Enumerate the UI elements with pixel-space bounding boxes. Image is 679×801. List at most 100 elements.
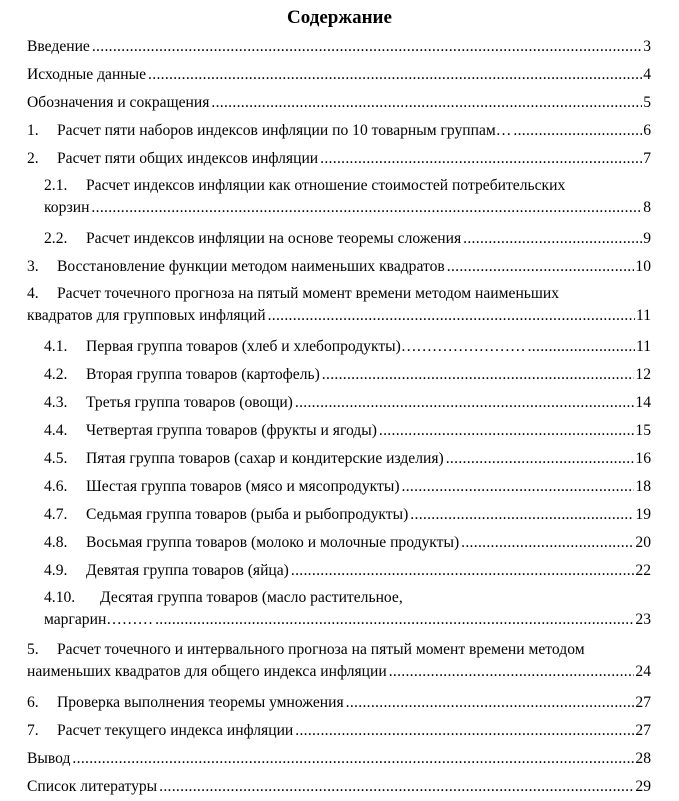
toc-entry-title: Восьмая группа товаров (молоко и молочны… xyxy=(86,534,460,551)
toc-entry[interactable]: 1. Расчет пяти наборов индексов инфляции … xyxy=(27,117,651,145)
toc-entry[interactable]: 4.8. Восьмая группа товаров (молоко и мол… xyxy=(27,529,651,557)
toc-entry[interactable]: 5. Расчет точечного и интервального прогн… xyxy=(27,637,651,689)
toc-entry[interactable]: 4.1. Первая группа товаров (хлеб и хлебоп… xyxy=(27,333,651,361)
toc-entry-page[interactable]: 28 xyxy=(635,750,651,767)
toc-entry-page[interactable]: 23 xyxy=(635,611,651,628)
toc-entry-title: Расчет текущего индекса инфляции xyxy=(57,722,294,739)
toc-entry-number: 4.4. xyxy=(44,422,68,439)
toc-entry-line: Введение 3 xyxy=(27,33,651,61)
toc-entry[interactable]: 7. Расчет текущего индекса инфляции 27 xyxy=(27,717,651,745)
dot-leader xyxy=(444,445,635,473)
toc-entry-line: 6. Проверка выполнения теоремы умножения 2… xyxy=(27,689,651,717)
toc-entry[interactable]: 2.1. Расчет индексов инфляции как отношен… xyxy=(27,173,651,225)
toc-entry-line: 2. Расчет пяти общих индексов инфляции 7 xyxy=(27,145,651,173)
toc-entry-title: Первая группа товаров (хлеб и хлебопроду… xyxy=(86,338,526,355)
dot-leader xyxy=(461,225,638,253)
toc-entry-page[interactable]: 12 xyxy=(635,366,651,383)
toc-entry[interactable]: 6. Проверка выполнения теоремы умножения 2… xyxy=(27,689,651,717)
toc-entry-page[interactable]: 29 xyxy=(635,778,651,795)
toc-entry[interactable]: Исходные данные 4 xyxy=(27,61,651,89)
toc-entry-page[interactable]: 3 xyxy=(643,38,651,55)
toc-entry-page[interactable]: 5 xyxy=(643,94,651,111)
dot-leader xyxy=(344,689,635,717)
toc-entry-page[interactable]: 27 xyxy=(635,722,651,739)
toc-entry-number: 4.10. xyxy=(44,589,76,606)
toc-entry-line: 4.10. Десятая группа товаров (масло расти… xyxy=(44,585,651,609)
toc-entry-page[interactable]: 6 xyxy=(643,122,651,139)
toc-entry[interactable]: 4.5. Пятая группа товаров (сахар и кондит… xyxy=(27,445,651,473)
dot-leader xyxy=(89,197,642,225)
toc-entry-number: 4.6. xyxy=(44,478,68,495)
toc-entry-page[interactable]: 24 xyxy=(635,663,651,680)
toc-entry-number: 4.2. xyxy=(44,366,68,383)
toc-entry[interactable]: 2. Расчет пяти общих индексов инфляции 7 xyxy=(27,145,651,173)
toc-entry-line: Исходные данные 4 xyxy=(27,61,651,89)
toc-entry[interactable]: 3. Восстановление функции методом наимень… xyxy=(27,253,651,281)
toc-entry[interactable]: Введение 3 xyxy=(27,33,651,61)
toc-entry-page[interactable]: 11 xyxy=(635,307,651,324)
dot-leader xyxy=(293,389,635,417)
toc-entry-number: 4.9. xyxy=(44,562,68,579)
dot-leader xyxy=(289,557,635,585)
toc-entry[interactable]: 4.2. Вторая группа товаров (картофель) 12 xyxy=(27,361,651,389)
dot-leader xyxy=(153,609,634,637)
toc-entry-page[interactable]: 7 xyxy=(643,150,651,167)
toc-entry-number: 4.8. xyxy=(44,534,68,551)
toc-entry-number: 4.1. xyxy=(44,338,68,355)
toc-entry[interactable]: 4. Расчет точечного прогноза на пятый мом… xyxy=(27,281,651,333)
toc-entry[interactable]: 4.4. Четвертая группа товаров (фрукты и я… xyxy=(27,417,651,445)
toc-entry-number: 4.7. xyxy=(44,506,68,523)
toc-entry-page[interactable]: 15 xyxy=(635,422,651,439)
toc-entry[interactable]: 4.7. Седьмая группа товаров (рыба и рыбоп… xyxy=(27,501,651,529)
toc-entry-line: Вывод 28 xyxy=(27,745,651,773)
toc-entry[interactable]: 4.3. Третья группа товаров (овощи) 14 xyxy=(27,389,651,417)
toc-entry-page[interactable]: 16 xyxy=(635,450,651,467)
toc-entry[interactable]: Обозначения и сокращения 5 xyxy=(27,89,651,117)
toc-entry-title: Пятая группа товаров (сахар и кондитерск… xyxy=(86,450,444,467)
toc-entry-line: 4.9. Девятая группа товаров (яйца) 22 xyxy=(44,557,651,585)
toc-entry-title: Седьмая группа товаров (рыба и рыбопроду… xyxy=(86,506,409,523)
toc-entry-page[interactable]: 10 xyxy=(635,258,651,275)
toc-entry-number: 2.1. xyxy=(44,177,68,194)
toc-entry-title: Расчет точечного и интервального прогноз… xyxy=(57,641,585,658)
toc-entry-line: Список литературы 29 xyxy=(27,773,651,801)
dot-leader xyxy=(90,33,642,61)
toc-entry-line: Обозначения и сокращения 5 xyxy=(27,89,651,117)
toc-entry-title: Третья группа товаров (овощи) xyxy=(86,394,293,411)
toc-entry-page[interactable]: 27 xyxy=(635,694,651,711)
toc-entry-line-continued: квадратов для групповых инфляций 11 xyxy=(27,305,651,333)
toc-entry[interactable]: 4.9. Девятая группа товаров (яйца) 22 xyxy=(27,557,651,585)
toc-entry-line: 4.4. Четвертая группа товаров (фрукты и я… xyxy=(44,417,651,445)
toc-entry-title: Девятая группа товаров (яйца) xyxy=(86,562,289,579)
toc-entry-page[interactable]: .9 xyxy=(639,230,651,247)
toc-entry-title: Введение xyxy=(27,38,90,55)
toc-entry-page[interactable]: 8 xyxy=(643,199,651,216)
toc-entry-page[interactable]: 22 xyxy=(635,562,651,579)
toc-entry[interactable]: 4.6. Шестая группа товаров (мясо и мясопр… xyxy=(27,473,651,501)
toc-entry-line: 4. Расчет точечного прогноза на пятый мом… xyxy=(27,281,651,305)
dot-leader xyxy=(377,417,635,445)
toc-entry-page[interactable]: 20 xyxy=(635,534,651,551)
toc-entry-page[interactable]: 14 xyxy=(635,394,651,411)
toc-entry-line: 3. Восстановление функции методом наимень… xyxy=(27,253,651,281)
toc-entry-page[interactable]: 19 xyxy=(635,506,651,523)
toc-entry-page[interactable]: 11 xyxy=(635,338,651,355)
dot-leader xyxy=(70,745,634,773)
dot-leader xyxy=(266,305,635,333)
dot-leader xyxy=(408,501,634,529)
toc-entry-line: 2.2. Расчет индексов инфляции на основе т… xyxy=(44,225,651,253)
toc-entry-title: Исходные данные xyxy=(27,66,147,83)
toc-entry-page[interactable]: 4 xyxy=(643,66,651,83)
toc-entry[interactable]: Список литературы 29 xyxy=(27,773,651,801)
toc-entry-title: Восстановление функции методом наименьши… xyxy=(57,258,445,275)
toc-entry-line: 4.8. Восьмая группа товаров (молоко и мол… xyxy=(44,529,651,557)
toc-entry-line-continued: маргарин……… 23 xyxy=(44,609,651,637)
toc-entry[interactable]: Вывод 28 xyxy=(27,745,651,773)
toc-entry-title: Вторая группа товаров (картофель) xyxy=(86,366,320,383)
toc-entry-title: Список литературы xyxy=(27,778,158,795)
toc-entry-title: Десятая группа товаров (масло растительн… xyxy=(100,589,403,606)
toc-entry-page[interactable]: 18 xyxy=(635,478,651,495)
toc-entry[interactable]: 2.2. Расчет индексов инфляции на основе т… xyxy=(27,225,651,253)
toc-entry-line: 4.2. Вторая группа товаров (картофель) 12 xyxy=(44,361,651,389)
toc-entry[interactable]: 4.10. Десятая группа товаров (масло расти… xyxy=(27,585,651,637)
